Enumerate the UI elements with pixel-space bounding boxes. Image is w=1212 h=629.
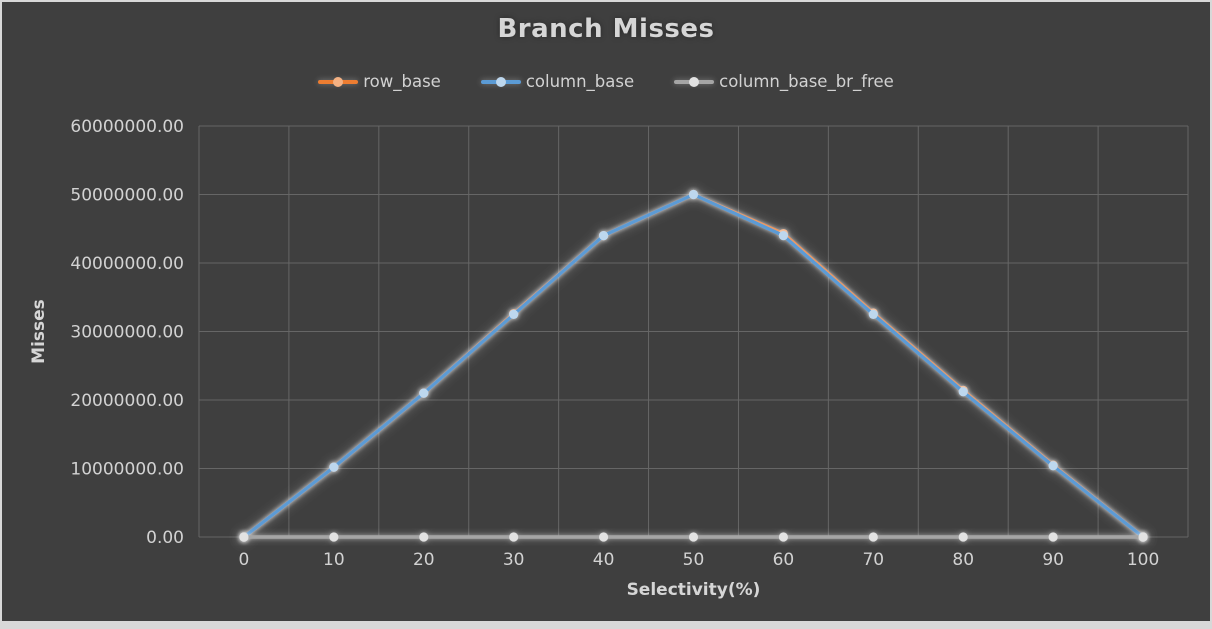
x-axis-title: Selectivity(%)	[627, 580, 761, 600]
data-point-marker	[329, 462, 339, 472]
data-series	[239, 189, 1148, 542]
data-point-marker	[598, 532, 609, 542]
chart-title: Branch Misses	[497, 14, 715, 44]
data-point-marker	[958, 532, 968, 542]
series-column_base	[239, 189, 1148, 542]
legend-item-column_base: column_base	[480, 72, 635, 91]
data-point-marker	[239, 532, 249, 542]
data-point-marker	[509, 309, 519, 319]
data-point-marker	[509, 532, 519, 542]
legend-dot-icon	[689, 76, 700, 87]
x-tick-label: 0	[239, 550, 250, 570]
data-point-marker	[598, 231, 609, 241]
y-tick-label: 0.00	[146, 528, 184, 548]
data-point-marker	[958, 387, 968, 397]
x-tick-label: 40	[593, 550, 615, 570]
legend-item-row_base: row_base	[318, 72, 441, 91]
data-point-marker	[868, 532, 878, 542]
x-tick-label: 10	[323, 550, 345, 570]
legend-label: column_base_br_free	[719, 72, 894, 91]
y-tick-label: 20000000.00	[70, 391, 184, 411]
axis-labels: 0.0010000000.0020000000.0030000000.00400…	[70, 117, 1159, 570]
series-column_base_br_free	[239, 532, 1148, 542]
data-point-marker	[688, 189, 699, 200]
legend-dot-icon	[495, 76, 506, 87]
x-tick-label: 50	[683, 550, 705, 570]
x-tick-label: 100	[1127, 550, 1159, 570]
series-row_base	[239, 189, 1148, 542]
y-tick-label: 10000000.00	[70, 460, 184, 480]
x-tick-label: 20	[413, 550, 435, 570]
data-point-marker	[419, 388, 429, 398]
data-point-marker	[1048, 532, 1058, 542]
y-tick-label: 30000000.00	[70, 323, 184, 343]
legend-dot-icon	[333, 76, 344, 87]
y-axis-title: Misses	[29, 299, 49, 364]
x-tick-label: 60	[773, 550, 795, 570]
legend-line-marker-icon	[480, 76, 521, 87]
data-point-marker	[778, 532, 789, 542]
y-tick-label: 40000000.00	[70, 254, 184, 274]
x-tick-label: 90	[1042, 550, 1064, 570]
y-tick-label: 60000000.00	[70, 117, 184, 137]
x-tick-label: 30	[503, 550, 525, 570]
legend-item-column_base_br_free: column_base_br_free	[674, 72, 894, 91]
data-point-marker	[868, 309, 878, 319]
gridlines	[198, 125, 1189, 538]
legend-line-marker-icon	[674, 76, 715, 87]
x-tick-label: 70	[862, 550, 884, 570]
chart-legend: row_base column_base column_base_br_free	[2, 72, 1210, 91]
data-point-marker	[778, 231, 789, 241]
legend-label: column_base	[525, 72, 635, 91]
data-point-marker	[1048, 461, 1058, 471]
x-tick-label: 80	[952, 550, 974, 570]
data-point-marker	[688, 532, 699, 542]
y-tick-label: 50000000.00	[70, 186, 184, 206]
data-point-marker	[419, 532, 429, 542]
legend-line-marker-icon	[318, 76, 359, 87]
data-point-marker	[1138, 532, 1148, 542]
data-point-marker	[329, 532, 339, 542]
legend-label: row_base	[363, 72, 441, 91]
